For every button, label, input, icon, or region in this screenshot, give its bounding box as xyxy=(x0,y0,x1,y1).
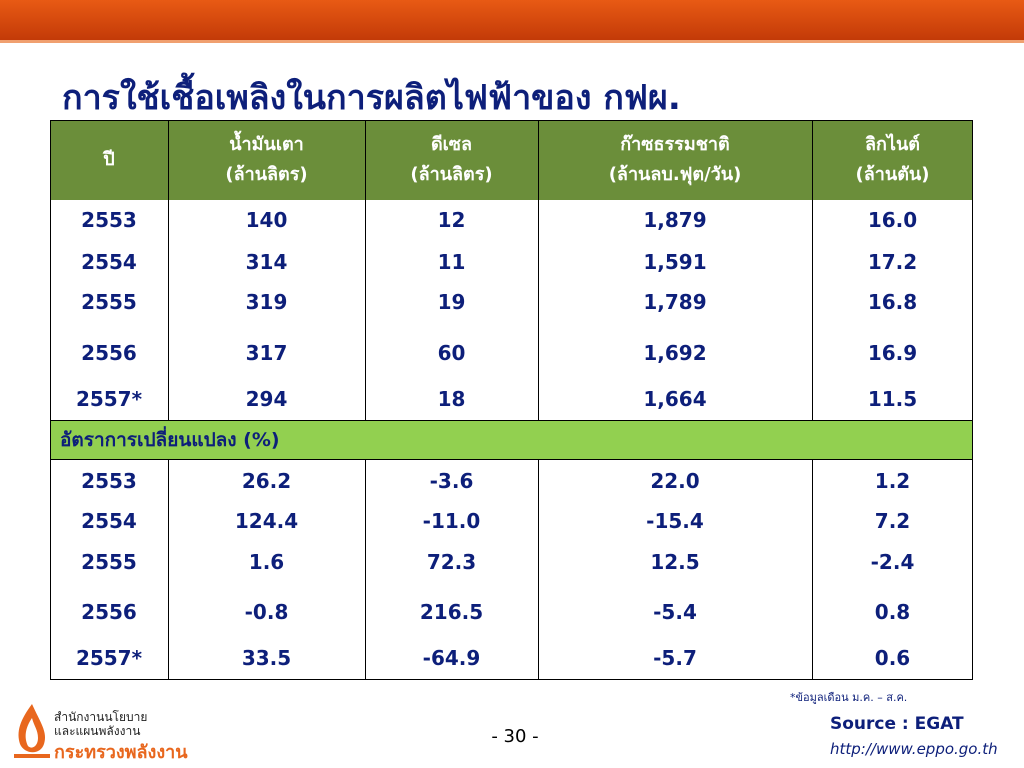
column-line xyxy=(168,459,169,680)
table-cell: 124.4 xyxy=(234,509,299,533)
source: Source : EGAT xyxy=(830,714,964,734)
table-cell: -15.4 xyxy=(646,509,704,533)
note: *ข้อมูลเดือน ม.ค. – ส.ค. xyxy=(790,691,908,704)
table-cell: 11 xyxy=(437,250,466,274)
table-cell: 216.5 xyxy=(419,600,484,624)
table-cell: 11.5 xyxy=(867,387,918,411)
table-cell: 19 xyxy=(437,290,466,314)
table-cell: 1,664 xyxy=(643,387,707,411)
table-cell: 12 xyxy=(437,208,466,232)
header-name: น้ำมันเตา xyxy=(229,134,304,155)
table-cell: -5.4 xyxy=(653,600,697,624)
header-unit: (ล้านตัน) xyxy=(855,164,930,185)
header-name: ปี xyxy=(103,149,115,170)
table-cell: 2556 xyxy=(81,600,137,624)
header-cell: น้ำมันเตา (ล้านลิตร) xyxy=(168,120,365,200)
table-cell: 1,591 xyxy=(643,250,707,274)
table-cell: -3.6 xyxy=(429,469,474,493)
page-number: - 30 - xyxy=(491,726,539,747)
table-cell: 16.9 xyxy=(867,341,918,365)
table-cell: -2.4 xyxy=(870,550,915,574)
column-line xyxy=(538,459,539,680)
table-cell: 2556 xyxy=(81,341,137,365)
ministry: กระทรวงพลังงาน xyxy=(54,742,188,763)
header-unit: (ล้านลิตร) xyxy=(225,164,308,185)
column-line xyxy=(365,120,366,420)
table-cell: 1,789 xyxy=(643,290,707,314)
table-cell: -11.0 xyxy=(422,509,481,533)
table-cell: 1,879 xyxy=(643,208,707,232)
table-cell: 12.5 xyxy=(650,550,700,574)
slide-title: การใช้เชื้อเพลิงในการผลิตไฟฟ้าของ กฟผ. xyxy=(62,78,681,118)
table-cell: 317 xyxy=(245,341,288,365)
row-line xyxy=(50,459,973,460)
header-cell: ก๊าซธรรมชาติ (ล้านลบ.ฟุต/วัน) xyxy=(538,120,812,200)
table-cell: 0.6 xyxy=(874,646,911,670)
header-cell: ลิกไนต์ (ล้านตัน) xyxy=(812,120,973,200)
top-bar xyxy=(0,0,1024,40)
table-cell: 33.5 xyxy=(241,646,292,670)
table-cell: 2555 xyxy=(81,290,137,314)
column-line xyxy=(812,120,813,420)
header-unit: (ล้านลบ.ฟุต/วัน) xyxy=(608,164,742,185)
table-cell: 2557* xyxy=(75,646,143,670)
table-border xyxy=(50,120,973,680)
table-cell: 2554 xyxy=(81,509,137,533)
table-cell: 16.0 xyxy=(867,208,918,232)
table-cell: 314 xyxy=(245,250,288,274)
column-line xyxy=(365,459,366,680)
table-cell: -5.7 xyxy=(653,646,697,670)
table-cell: 294 xyxy=(245,387,288,411)
table-cell: 26.2 xyxy=(241,469,292,493)
table-cell: 22.0 xyxy=(650,469,700,493)
table-cell: 1.6 xyxy=(248,550,285,574)
table-cell: 2557* xyxy=(75,387,143,411)
table-cell: 72.3 xyxy=(426,550,477,574)
url: http://www.eppo.go.th xyxy=(830,740,998,758)
table-cell: 140 xyxy=(245,208,288,232)
column-line xyxy=(168,120,169,420)
table-cell: -0.8 xyxy=(244,600,289,624)
table-cell: 60 xyxy=(437,341,466,365)
section-row: อัตราการเปลี่ยนแปลง (%) xyxy=(50,420,973,459)
top-line xyxy=(0,40,1024,43)
org-line2: และแผนพลังงาน xyxy=(54,724,141,738)
table-cell: 319 xyxy=(245,290,288,314)
column-line xyxy=(812,459,813,680)
header-name: ดีเซล xyxy=(430,134,473,155)
header-name: ลิกไนต์ xyxy=(865,134,920,155)
org-line1: สำนักงานนโยบาย xyxy=(54,710,148,724)
table-cell: 17.2 xyxy=(867,250,918,274)
table-cell: 1.2 xyxy=(874,469,911,493)
table-cell: 0.8 xyxy=(874,600,911,624)
header-cell: ปี xyxy=(50,120,168,200)
header-name: ก๊าซธรรมชาติ xyxy=(620,134,730,155)
table-cell: -64.9 xyxy=(422,646,481,670)
header-cell: ดีเซล (ล้านลิตร) xyxy=(365,120,538,200)
table-cell: 16.8 xyxy=(867,290,918,314)
table-cell: 2553 xyxy=(81,469,137,493)
header-unit: (ล้านลิตร) xyxy=(410,164,493,185)
table-cell: 2554 xyxy=(81,250,137,274)
table-cell: 7.2 xyxy=(874,509,911,533)
table-cell: 2553 xyxy=(81,208,137,232)
row-line xyxy=(50,420,973,421)
logo xyxy=(14,704,50,758)
table-cell: 18 xyxy=(437,387,466,411)
table-cell: 2555 xyxy=(81,550,137,574)
column-line xyxy=(538,120,539,420)
table-cell: 1,692 xyxy=(643,341,707,365)
